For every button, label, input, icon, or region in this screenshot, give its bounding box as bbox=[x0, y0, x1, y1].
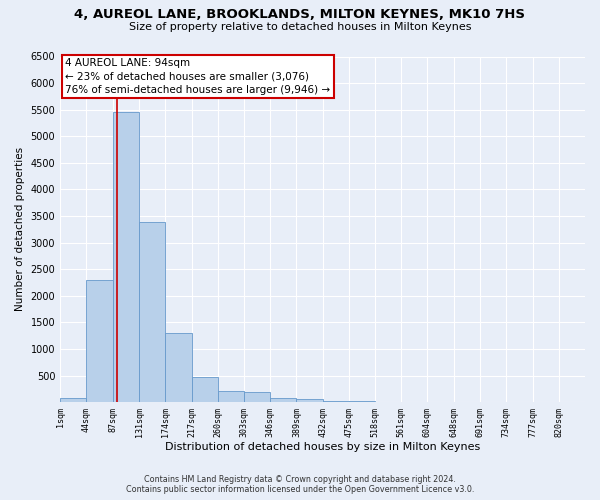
Bar bbox=[113, 112, 139, 402]
Bar bbox=[166, 333, 191, 402]
Bar bbox=[191, 376, 218, 402]
Bar bbox=[323, 401, 349, 402]
Text: 4, AUREOL LANE, BROOKLANDS, MILTON KEYNES, MK10 7HS: 4, AUREOL LANE, BROOKLANDS, MILTON KEYNE… bbox=[74, 8, 526, 20]
Bar bbox=[270, 398, 296, 402]
Bar bbox=[139, 222, 166, 402]
Text: 4 AUREOL LANE: 94sqm
← 23% of detached houses are smaller (3,076)
76% of semi-de: 4 AUREOL LANE: 94sqm ← 23% of detached h… bbox=[65, 58, 331, 94]
Y-axis label: Number of detached properties: Number of detached properties bbox=[15, 147, 25, 312]
Text: Size of property relative to detached houses in Milton Keynes: Size of property relative to detached ho… bbox=[129, 22, 471, 32]
Bar bbox=[296, 398, 323, 402]
Text: Contains HM Land Registry data © Crown copyright and database right 2024.
Contai: Contains HM Land Registry data © Crown c… bbox=[126, 474, 474, 494]
Bar bbox=[218, 392, 244, 402]
Bar bbox=[60, 398, 86, 402]
Bar bbox=[86, 280, 113, 402]
X-axis label: Distribution of detached houses by size in Milton Keynes: Distribution of detached houses by size … bbox=[165, 442, 480, 452]
Bar bbox=[244, 392, 270, 402]
